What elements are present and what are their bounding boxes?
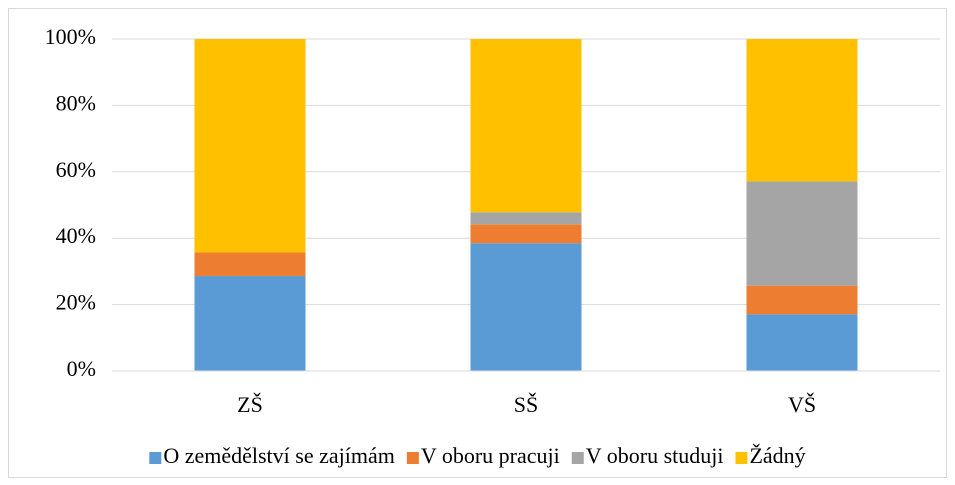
legend-label: V oboru studuji bbox=[586, 443, 724, 468]
bar-segment bbox=[746, 181, 858, 286]
bar-segment bbox=[194, 252, 306, 277]
bar-segment bbox=[746, 39, 858, 182]
y-tick-label: 80% bbox=[56, 90, 96, 115]
x-tick-label: SŠ bbox=[514, 392, 538, 417]
bar-segment bbox=[470, 212, 582, 225]
legend-swatch bbox=[735, 452, 748, 464]
y-tick-label: 40% bbox=[56, 223, 96, 248]
legend-label: O zemědělství se zajímám bbox=[163, 443, 395, 468]
bar-segment bbox=[746, 314, 858, 371]
legend-swatch bbox=[149, 452, 162, 464]
bar-segment bbox=[470, 243, 582, 371]
x-tick-label: VŠ bbox=[788, 392, 816, 417]
legend-swatch bbox=[571, 452, 584, 464]
y-tick-label: 60% bbox=[56, 157, 96, 182]
bar-segment bbox=[746, 285, 858, 315]
y-tick-label: 0% bbox=[67, 356, 96, 381]
x-tick-label: ZŠ bbox=[237, 392, 263, 417]
legend: O zemědělství se zajímám V oboru pracuji V… bbox=[149, 443, 806, 468]
legend-swatch bbox=[406, 452, 419, 464]
legend-label: V oboru pracuji bbox=[421, 443, 560, 468]
legend-label: Žádný bbox=[749, 443, 805, 468]
y-tick-label: 100% bbox=[45, 24, 96, 49]
bar-segment bbox=[194, 276, 306, 371]
bar-segment bbox=[194, 39, 306, 253]
bar-segment bbox=[470, 224, 582, 244]
bar-segment bbox=[470, 39, 582, 213]
y-tick-label: 20% bbox=[56, 290, 96, 315]
